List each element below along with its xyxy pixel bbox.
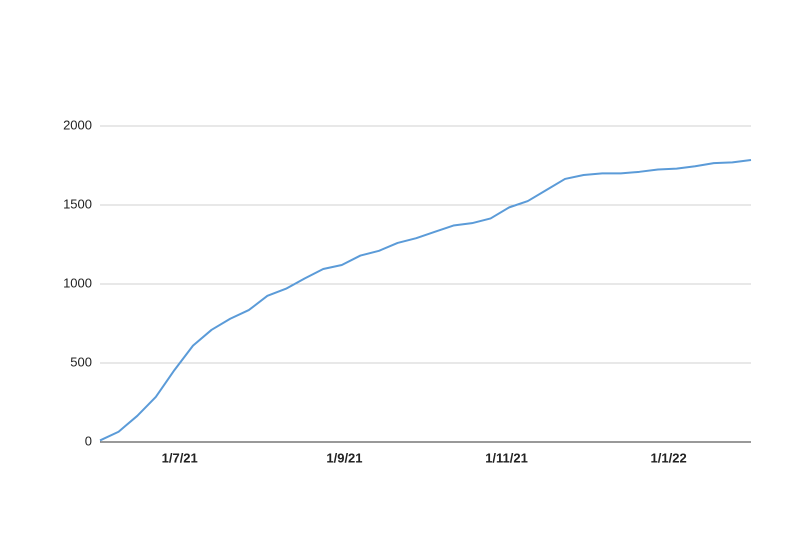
y-tick-label: 2000 <box>63 117 92 132</box>
x-tick-label: 1/7/21 <box>162 450 198 465</box>
y-tick-label: 0 <box>85 433 92 448</box>
x-tick-label: 1/1/22 <box>651 450 687 465</box>
y-tick-label: 500 <box>70 354 92 369</box>
y-tick-label: 1000 <box>63 275 92 290</box>
y-tick-label: 1500 <box>63 196 92 211</box>
data-line <box>99 158 752 442</box>
x-tick-label: 1/9/21 <box>326 450 362 465</box>
x-tick-label: 1/11/21 <box>485 450 528 465</box>
